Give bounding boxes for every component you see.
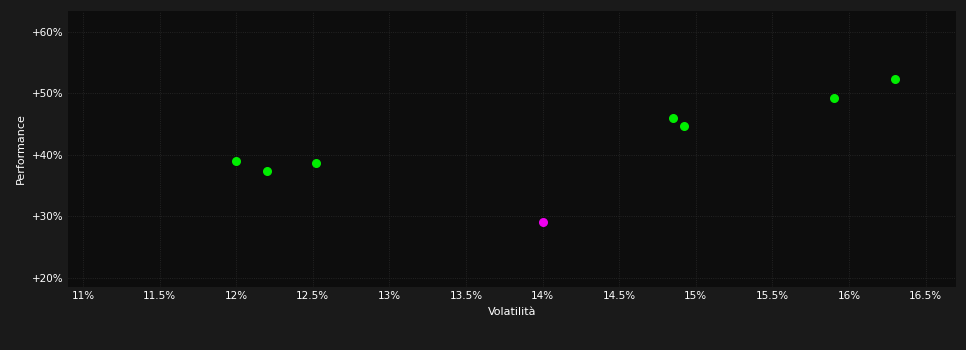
Y-axis label: Performance: Performance [16, 113, 26, 184]
Point [259, 168, 274, 174]
Point [228, 158, 243, 164]
Point [308, 161, 324, 166]
Point [826, 96, 841, 101]
Point [888, 76, 903, 82]
X-axis label: Volatilità: Volatilità [488, 307, 536, 317]
Point [535, 219, 551, 225]
Point [666, 115, 681, 121]
Point [676, 123, 692, 129]
